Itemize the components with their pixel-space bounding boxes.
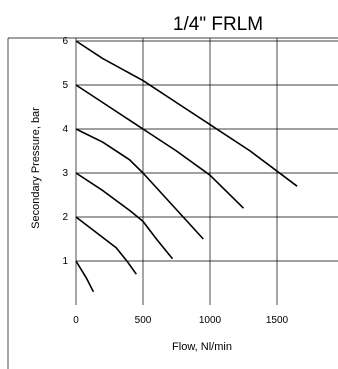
grid-layer bbox=[7, 37, 338, 369]
y-axis-label: Secondary Pressure, bar bbox=[30, 107, 42, 229]
y-tick-label: 2 bbox=[62, 212, 68, 223]
tick-layer: 1 2 3 4 5 6 0 500 1000 1500 bbox=[62, 36, 288, 326]
y-tick-label: 1 bbox=[62, 256, 68, 267]
curve-3 bbox=[75, 128, 204, 240]
y-tick-label: 4 bbox=[62, 124, 68, 135]
x-tick-label: 1000 bbox=[199, 315, 222, 326]
curve-5 bbox=[75, 216, 137, 275]
y-tick-label: 6 bbox=[62, 36, 68, 47]
curve-1 bbox=[75, 40, 298, 187]
x-tick-label: 1500 bbox=[266, 315, 289, 326]
x-tick-label: 0 bbox=[73, 315, 79, 326]
curve-6 bbox=[75, 260, 95, 293]
chart-title: 1/4" FRLM bbox=[173, 14, 263, 35]
x-axis-label: Flow, Nl/min bbox=[172, 341, 232, 353]
y-tick-label: 3 bbox=[62, 168, 68, 179]
curve-4 bbox=[75, 172, 174, 260]
curve-2 bbox=[75, 84, 245, 209]
curve-layer bbox=[75, 40, 298, 293]
x-tick-label: 500 bbox=[135, 315, 152, 326]
y-tick-label: 5 bbox=[62, 80, 68, 91]
